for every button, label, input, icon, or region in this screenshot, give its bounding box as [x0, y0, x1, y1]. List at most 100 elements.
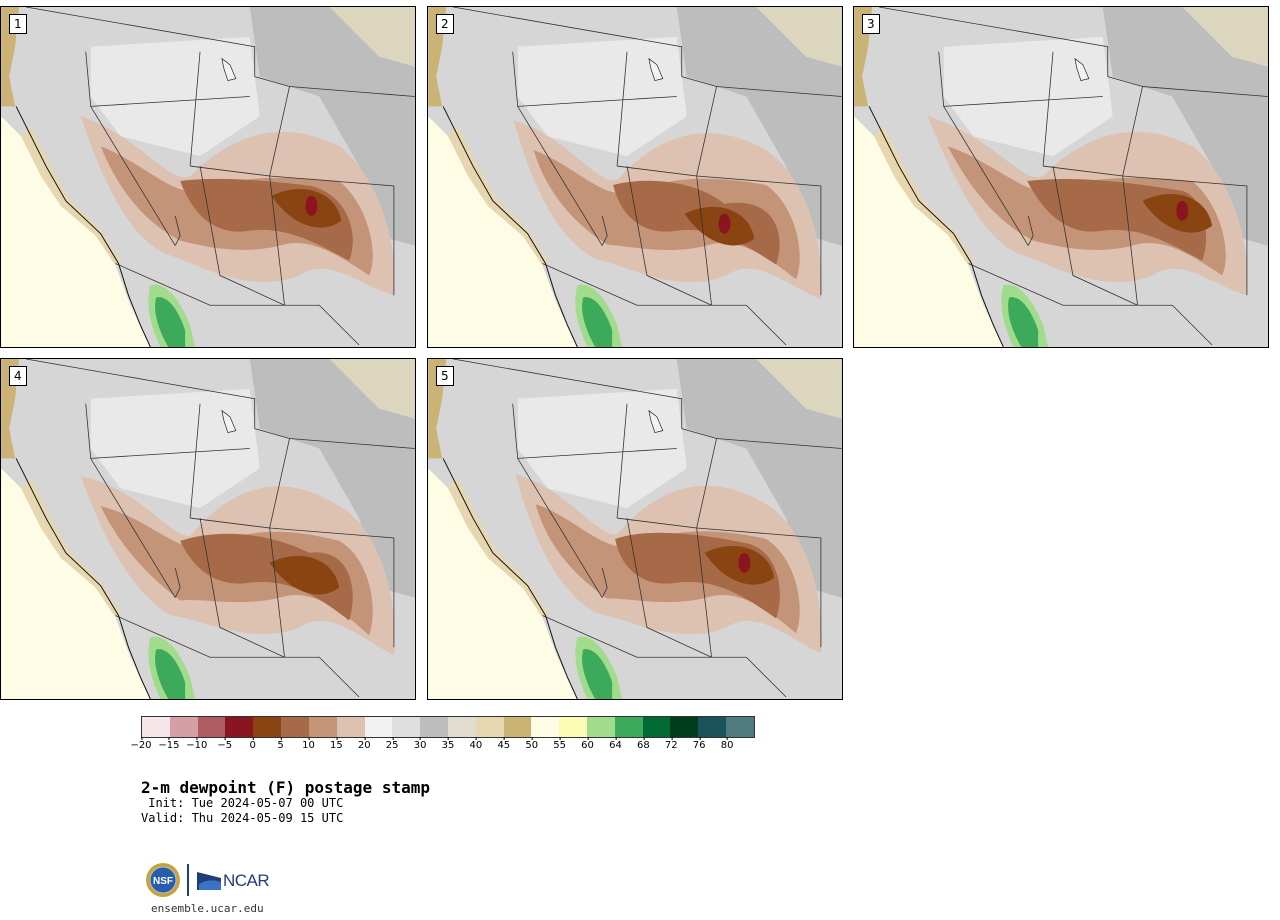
state-border — [1122, 175, 1248, 296]
map-ocean — [1, 116, 151, 347]
state-border — [174, 215, 181, 246]
state-border — [1052, 165, 1138, 306]
state-border — [626, 165, 712, 306]
dewpoint-minimum-core — [1176, 200, 1189, 221]
state-border — [716, 86, 842, 97]
state-border — [115, 263, 360, 346]
map-region-moist-northeast — [329, 359, 415, 419]
dewpoint-map — [428, 359, 842, 699]
colorbar-segment — [392, 717, 421, 737]
colorbar-tick-label: 0 — [249, 737, 256, 751]
state-border — [681, 428, 717, 529]
sponsor-logos: NSF NCAR — [145, 862, 285, 898]
colorbar-tick-label: 80 — [720, 737, 734, 751]
svg-text:NSF: NSF — [153, 876, 173, 887]
state-border — [517, 96, 677, 107]
map-region-great-basin — [517, 388, 687, 509]
colorbar-segment — [447, 717, 476, 737]
map-region-dry-plains — [676, 359, 842, 598]
state-border — [542, 615, 787, 698]
panel-number-label: 5 — [436, 366, 454, 386]
state-border — [616, 403, 628, 519]
forecast-panel-4: 4 — [0, 358, 416, 700]
state-border — [616, 51, 628, 167]
colorbar-segment — [531, 717, 560, 737]
colorbar-tick-label: 64 — [609, 737, 622, 751]
coastline — [442, 458, 578, 699]
state-border — [189, 51, 201, 167]
state-border — [696, 527, 822, 648]
dewpoint-map — [1, 7, 415, 347]
state-border — [90, 448, 250, 459]
colorbar-segment — [503, 717, 532, 737]
map-ocean — [1, 468, 151, 699]
colorbar-segment — [670, 717, 699, 737]
map-region-dry-plains — [1102, 7, 1268, 246]
map-region-great-basin — [90, 388, 260, 509]
state-border — [199, 165, 285, 306]
colorbar-tick-label: 30 — [413, 737, 427, 751]
moist-gulf-core — [155, 297, 186, 347]
state-border — [879, 7, 1109, 77]
dewpoint-minimum-core — [305, 195, 318, 216]
great-salt-lake — [648, 57, 664, 81]
plot-title: 2-m dewpoint (F) postage stamp — [141, 778, 430, 797]
colorbar-tick-label: 15 — [329, 737, 343, 751]
panel-number-label: 2 — [436, 14, 454, 34]
coastline — [15, 106, 151, 347]
state-border — [696, 175, 822, 296]
map-region-great-basin — [90, 36, 260, 157]
map-ocean — [854, 116, 1004, 347]
colorbar-tick-label: 45 — [497, 737, 511, 751]
colorbar-segment — [420, 717, 448, 737]
dewpoint-contour-0 — [269, 555, 340, 595]
colorbar-segment — [614, 717, 643, 737]
map-ocean — [428, 116, 578, 347]
great-salt-lake — [221, 57, 237, 81]
colorbar-segment — [475, 717, 504, 737]
map-region-great-basin — [943, 36, 1113, 157]
state-border — [269, 527, 395, 648]
colorbar-segment — [559, 717, 587, 737]
colorbar-tick-label: 10 — [302, 737, 315, 751]
moist-gulf-core — [582, 649, 613, 699]
colorbar-segment — [642, 717, 671, 737]
state-border — [453, 7, 683, 77]
dewpoint-map — [428, 7, 842, 347]
colorbar-segment — [225, 717, 254, 737]
map-region-moist-northeast — [329, 7, 415, 67]
ncar-wordmark: NCAR — [223, 871, 270, 890]
colorbar-segment — [308, 717, 337, 737]
state-border — [1142, 86, 1268, 97]
forecast-panel-2: 2 — [427, 6, 843, 348]
forecast-panel-3: 3 — [853, 6, 1269, 348]
coastline — [15, 458, 151, 699]
state-border — [115, 615, 360, 698]
dewpoint-contour-5 — [180, 533, 353, 621]
colorbar-tick-label: 25 — [385, 737, 399, 751]
colorbar-segment — [698, 717, 727, 737]
dewpoint-colorbar — [141, 716, 755, 738]
state-border — [517, 448, 677, 459]
colorbar-tick-label: 60 — [581, 737, 594, 751]
colorbar-tick-label: 20 — [357, 737, 371, 751]
state-border — [1027, 215, 1034, 246]
moist-gulf-core — [1008, 297, 1039, 347]
state-border — [716, 438, 842, 449]
colorbar-segment — [281, 717, 309, 737]
colorbar-segment — [726, 717, 754, 737]
map-region-dry-plains — [676, 7, 842, 246]
great-salt-lake — [221, 409, 237, 433]
moist-gulf-core — [155, 649, 186, 699]
nsf-logo-icon: NSF — [146, 863, 180, 897]
moist-gulf-core — [582, 297, 613, 347]
colorbar-tick-label: 72 — [664, 737, 678, 751]
colorbar-segment — [587, 717, 615, 737]
state-border — [174, 567, 181, 598]
ncar-logo-icon — [197, 872, 221, 890]
state-border — [943, 96, 1103, 107]
map-region-moist-northeast — [756, 7, 842, 67]
great-salt-lake — [1074, 57, 1090, 81]
colorbar-tick-label: 50 — [525, 737, 539, 751]
coastline — [442, 106, 578, 347]
